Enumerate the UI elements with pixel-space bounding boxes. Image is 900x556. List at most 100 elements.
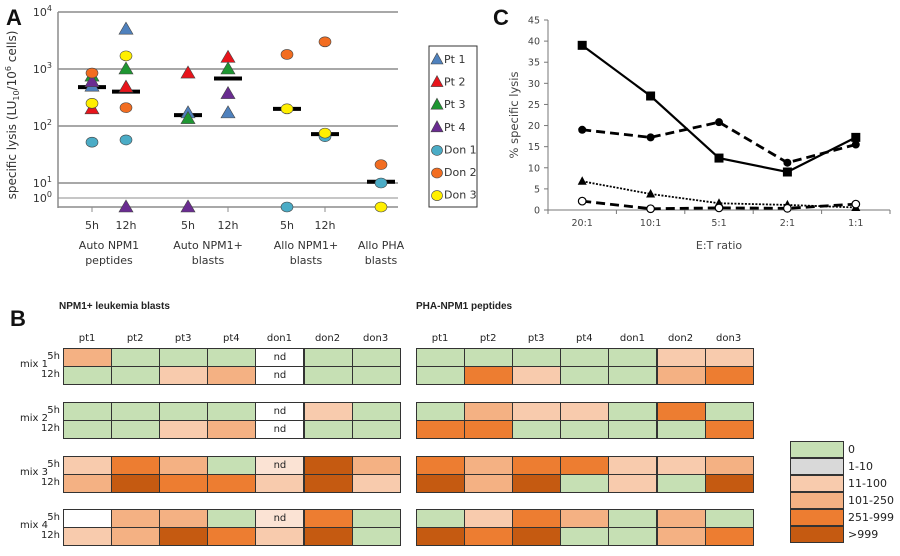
data-point-don-1 <box>374 177 388 189</box>
heatmap-cell <box>416 527 466 546</box>
legend-swatch <box>790 475 844 492</box>
heatmap-cell <box>63 420 113 439</box>
series-line-dashed-open-circle <box>582 199 856 211</box>
x-tick-label: 20:1 <box>572 218 593 229</box>
heatmap-column-header: pt1 <box>431 333 449 344</box>
x-tick-label: 5h <box>181 219 195 232</box>
x-tick-label: 12h <box>218 219 239 232</box>
heatmap-cell <box>704 348 754 367</box>
data-point-square <box>782 167 792 177</box>
legend-swatch <box>790 526 844 543</box>
heatmap-cell <box>608 474 658 493</box>
heatmap-cell <box>416 456 466 475</box>
data-point-don-2 <box>85 67 99 79</box>
heatmap-cell <box>512 420 562 439</box>
heatmap-column-header: don2 <box>314 333 341 344</box>
heatmap-cell <box>63 509 113 528</box>
legend-label: 101-250 <box>848 494 894 507</box>
heatmap-cell <box>159 366 209 385</box>
heatmap-cell <box>608 420 658 439</box>
heatmap-cell <box>464 474 514 493</box>
x-tick-label: 1:1 <box>848 218 863 229</box>
data-point-pt-3 <box>180 110 196 124</box>
timepoint-label: 12h <box>40 477 60 488</box>
y-tick-label: 30 <box>528 79 540 90</box>
timepoint-label: 5h <box>47 405 60 416</box>
heatmap-cell <box>63 348 113 367</box>
heatmap-cell <box>656 456 706 475</box>
group-label: blasts <box>365 254 398 267</box>
data-point-pt-4 <box>118 199 134 213</box>
panel-c-line-chart: 0 5 10 15 20 25 30 35 40 45 20:1 10:1 5:1 2:1 1:1 E:T r… <box>507 16 891 252</box>
data-point-open-circle <box>714 203 724 213</box>
data-point-square <box>851 132 861 142</box>
heatmap-cell <box>416 474 466 493</box>
heatmap-cell <box>608 456 658 475</box>
data-point-pt-4 <box>180 199 196 213</box>
y-tick-label: 100 <box>33 190 52 205</box>
heatmap-cell <box>704 527 754 546</box>
heatmap-cell <box>63 456 113 475</box>
heatmap-cell <box>656 420 706 439</box>
data-point-triangle <box>646 188 656 198</box>
legend-label: Pt 1 <box>444 53 465 66</box>
legend-label: 0 <box>848 443 855 456</box>
legend-label: 251-999 <box>848 511 894 524</box>
heatmap-cell <box>704 509 754 528</box>
mix-label: mix 1 <box>20 359 48 370</box>
heatmap-cell <box>608 402 658 421</box>
data-point-don-2 <box>280 49 294 60</box>
data-point-pt-1 <box>118 21 134 35</box>
heatmap-cell <box>111 348 161 367</box>
legend-marker <box>430 52 444 65</box>
mix-label: mix 3 <box>20 467 48 478</box>
data-point-pt-1 <box>220 105 236 119</box>
x-tick-label: 12h <box>116 219 137 232</box>
legend-label: Pt 2 <box>444 76 465 89</box>
data-point-don-2 <box>119 102 133 113</box>
heatmap-cell <box>656 509 706 528</box>
heatmap-cell <box>159 420 209 439</box>
heatmap-cell <box>656 402 706 421</box>
heatmap-cell <box>111 527 161 546</box>
heatmap-cell <box>159 456 209 475</box>
heatmap-cell <box>351 420 401 439</box>
heatmap-cell <box>207 456 257 475</box>
heatmap-cell <box>351 474 401 493</box>
y-tick-label: 101 <box>33 175 52 190</box>
x-tick-label: 5h <box>85 219 99 232</box>
heatmap-cell <box>704 420 754 439</box>
legend-label: Don 1 <box>444 143 477 156</box>
y-axis-label: % specific lysis <box>507 72 521 159</box>
data-point-triangle <box>577 176 587 185</box>
heatmap-cell <box>464 420 514 439</box>
legend-marker <box>430 74 444 87</box>
timepoint-label: 12h <box>40 423 60 434</box>
heatmap-title: NPM1+ leukemia blasts <box>59 301 170 312</box>
legend-marker <box>430 97 444 110</box>
heatmap-cell <box>416 348 466 367</box>
heatmap-cell <box>111 420 161 439</box>
heatmap-cell <box>303 420 353 439</box>
heatmap-cell <box>63 402 113 421</box>
heatmap-cell <box>560 474 610 493</box>
legend-label: >999 <box>848 528 879 541</box>
heatmap-column-header: pt1 <box>78 333 96 344</box>
timepoint-label: 12h <box>40 530 60 541</box>
heatmap-cell <box>63 474 113 493</box>
heatmap-column-header: don2 <box>667 333 694 344</box>
group-label: Auto NPM1+ <box>173 239 243 252</box>
heatmap-cell <box>512 456 562 475</box>
legend-label: 11-100 <box>848 477 887 490</box>
heatmap-cell <box>560 456 610 475</box>
heatmap-column-header: pt2 <box>126 333 144 344</box>
heatmap-cell <box>560 509 610 528</box>
legend-marker <box>431 167 443 179</box>
heatmap-cell <box>464 366 514 385</box>
heatmap-cell <box>303 348 353 367</box>
heatmap-cell <box>512 402 562 421</box>
timepoint-label: 5h <box>47 512 60 523</box>
heatmap-cell <box>207 474 257 493</box>
heatmap-cell <box>207 348 257 367</box>
